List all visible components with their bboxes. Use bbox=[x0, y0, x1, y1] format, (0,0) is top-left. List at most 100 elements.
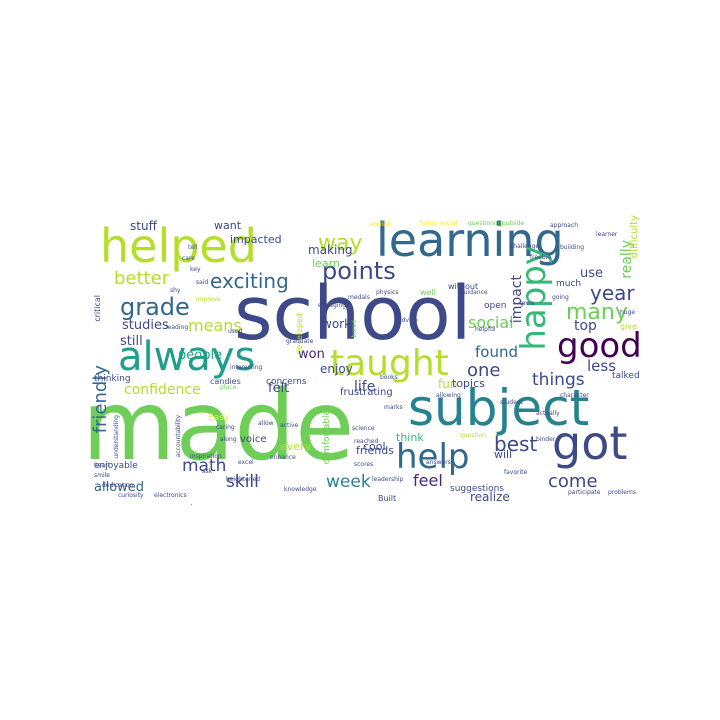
cloud-word: heightened bbox=[226, 476, 261, 483]
cloud-word: reached bbox=[354, 438, 379, 445]
cloud-word: english bbox=[370, 221, 392, 228]
cloud-word: people bbox=[178, 348, 223, 363]
cloud-word: freebie bbox=[530, 254, 551, 261]
cloud-word: guidance bbox=[460, 289, 488, 296]
cloud-word: candies bbox=[210, 377, 241, 386]
cloud-word: challenge bbox=[510, 243, 540, 250]
cloud-word: understanding bbox=[113, 415, 120, 459]
cloud-word: help bbox=[396, 437, 470, 477]
cloud-word: come bbox=[548, 471, 598, 492]
cloud-word: building bbox=[560, 244, 585, 251]
cloud-word: accountability bbox=[175, 415, 182, 458]
cloud-word: binder bbox=[536, 436, 556, 443]
cloud-word: difficulty bbox=[629, 215, 640, 259]
cloud-word: skill bbox=[226, 472, 259, 492]
cloud-word: best bbox=[494, 432, 538, 456]
cloud-word: without bbox=[448, 282, 479, 291]
cloud-word: allowing bbox=[436, 392, 461, 399]
cloud-word: open bbox=[484, 301, 507, 311]
cloud-word: caring bbox=[216, 424, 235, 431]
cloud-word: exciting bbox=[210, 269, 289, 293]
cloud-word: going bbox=[552, 294, 569, 301]
cloud-word: won bbox=[298, 347, 325, 362]
cloud-word: got bbox=[552, 416, 628, 470]
cloud-word: questioning bbox=[468, 220, 504, 227]
cloud-word: means bbox=[188, 316, 242, 335]
cloud-word: enhance bbox=[270, 454, 296, 461]
cloud-word: grade bbox=[120, 293, 190, 321]
cloud-word: leadership bbox=[372, 476, 404, 483]
cloud-word: marks bbox=[384, 404, 403, 411]
cloud-word: comfortable bbox=[322, 410, 332, 465]
cloud-word: year bbox=[590, 281, 635, 305]
cloud-word: use bbox=[580, 266, 604, 281]
cloud-word: impacted bbox=[230, 233, 282, 246]
cloud-word: knowledge bbox=[284, 486, 317, 493]
cloud-word: scores bbox=[354, 461, 374, 468]
cloud-word: fun bbox=[438, 377, 458, 391]
cloud-word: confidence bbox=[124, 382, 201, 398]
cloud-word: said bbox=[196, 279, 209, 286]
cloud-word: studies bbox=[122, 318, 169, 333]
cloud-word: leading bbox=[166, 324, 189, 331]
cloud-word: science bbox=[352, 425, 375, 432]
cloud-word: give bbox=[620, 322, 637, 331]
cloud-word: interesting bbox=[230, 364, 263, 371]
cloud-word: tell bbox=[188, 244, 198, 251]
cloud-word: every bbox=[280, 440, 312, 453]
cloud-word: cool bbox=[363, 440, 386, 453]
cloud-word: allow bbox=[258, 420, 274, 427]
cloud-word: dedication bbox=[102, 482, 134, 489]
cloud-word: learner bbox=[596, 231, 618, 238]
cloud-word: social bbox=[440, 220, 458, 227]
cloud-word: talked bbox=[612, 371, 640, 381]
cloud-word: always bbox=[118, 334, 256, 380]
cloud-word: taught bbox=[330, 343, 449, 384]
cloud-word: care bbox=[182, 255, 196, 262]
cloud-word: top bbox=[574, 318, 597, 334]
cloud-word: stuff bbox=[130, 219, 157, 233]
cloud-word: many bbox=[566, 300, 628, 325]
cloud-word: want bbox=[214, 219, 242, 232]
cloud-word: improve bbox=[196, 296, 221, 303]
cloud-word: electronics bbox=[154, 492, 187, 499]
cloud-word: graduate bbox=[286, 338, 314, 345]
cloud-word: helpful bbox=[475, 326, 496, 333]
cloud-word: place bbox=[220, 384, 237, 391]
cloud-word: excel bbox=[238, 459, 254, 466]
cloud-word: math bbox=[182, 456, 227, 476]
cloud-word: one bbox=[467, 360, 501, 381]
cloud-word: inspiration bbox=[190, 453, 222, 460]
cloud-word: way bbox=[318, 231, 363, 256]
cloud-word: heart bbox=[94, 462, 110, 469]
cloud-word: making bbox=[308, 243, 353, 257]
cloud-word: critical bbox=[93, 295, 102, 322]
cloud-word: concerns bbox=[266, 377, 307, 387]
cloud-word: frustrating bbox=[340, 387, 393, 398]
cloud-word: character bbox=[560, 392, 589, 399]
cloud-word: topics bbox=[452, 377, 485, 390]
cloud-word: actually bbox=[536, 410, 560, 417]
cloud-word: still bbox=[120, 334, 143, 349]
cloud-word: learn bbox=[312, 257, 340, 270]
cloud-word: friends bbox=[356, 444, 394, 457]
cloud-word: subject bbox=[408, 379, 590, 437]
cloud-word: allowed bbox=[94, 480, 145, 495]
cloud-word: bored bbox=[351, 320, 358, 338]
cloud-word: think bbox=[396, 431, 424, 444]
cloud-word: suggestions bbox=[450, 484, 504, 494]
cloud-word: huge bbox=[620, 309, 636, 316]
cloud-word: developed bbox=[295, 313, 304, 355]
cloud-word: key bbox=[190, 266, 201, 273]
cloud-word: voice bbox=[240, 434, 267, 445]
cloud-word: shy bbox=[170, 287, 181, 294]
word-cloud: made school subject helped learning got … bbox=[90, 215, 640, 505]
cloud-word: Easy bbox=[208, 413, 230, 423]
cloud-word: well bbox=[420, 288, 436, 297]
cloud-word: good bbox=[557, 326, 640, 366]
cloud-word: will bbox=[494, 448, 513, 461]
cloud-word: week bbox=[326, 472, 371, 492]
cloud-word: realize bbox=[470, 490, 510, 504]
cloud-word: social bbox=[468, 313, 514, 332]
cloud-word: school bbox=[234, 271, 472, 357]
